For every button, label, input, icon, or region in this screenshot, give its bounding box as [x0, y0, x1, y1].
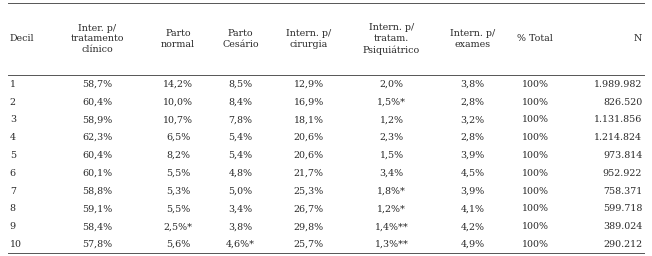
Text: 5,5%: 5,5% — [166, 169, 190, 178]
Text: 8,5%: 8,5% — [228, 80, 252, 89]
Text: 1,5%: 1,5% — [379, 151, 404, 160]
Text: 1,5%*: 1,5%* — [377, 98, 406, 106]
Text: 100%: 100% — [522, 187, 549, 196]
Text: 5,3%: 5,3% — [166, 187, 190, 196]
Text: 4,2%: 4,2% — [461, 222, 484, 231]
Text: 4,5%: 4,5% — [460, 169, 484, 178]
Text: 58,8%: 58,8% — [83, 187, 113, 196]
Text: 25,3%: 25,3% — [293, 187, 324, 196]
Text: 100%: 100% — [522, 222, 549, 231]
Text: 10,0%: 10,0% — [163, 98, 193, 106]
Text: 3: 3 — [10, 115, 16, 124]
Text: 20,6%: 20,6% — [293, 151, 324, 160]
Text: 100%: 100% — [522, 204, 549, 214]
Text: 59,1%: 59,1% — [82, 204, 113, 214]
Text: 9: 9 — [10, 222, 16, 231]
Text: 26,7%: 26,7% — [293, 204, 324, 214]
Text: Intern. p/
tratam.
Psiquiátrico: Intern. p/ tratam. Psiquiátrico — [363, 23, 421, 55]
Text: 6: 6 — [10, 169, 16, 178]
Text: 1.131.856: 1.131.856 — [594, 115, 642, 124]
Text: 100%: 100% — [522, 133, 549, 142]
Text: 3,9%: 3,9% — [460, 187, 485, 196]
Text: 8,4%: 8,4% — [228, 98, 252, 106]
Text: 3,8%: 3,8% — [228, 222, 252, 231]
Text: 2,3%: 2,3% — [379, 133, 404, 142]
Text: 4,6%*: 4,6%* — [226, 240, 255, 249]
Text: 1: 1 — [10, 80, 16, 89]
Text: 6,5%: 6,5% — [166, 133, 190, 142]
Text: 3,2%: 3,2% — [460, 115, 484, 124]
Text: 8: 8 — [10, 204, 16, 214]
Text: 21,7%: 21,7% — [293, 169, 323, 178]
Text: 100%: 100% — [522, 80, 549, 89]
Text: 7: 7 — [10, 187, 16, 196]
Text: 10: 10 — [10, 240, 22, 249]
Text: 5,0%: 5,0% — [228, 187, 252, 196]
Text: 58,9%: 58,9% — [82, 115, 113, 124]
Text: Parto
Cesário: Parto Cesário — [222, 29, 259, 49]
Text: 1,3%**: 1,3%** — [375, 240, 409, 249]
Text: 1,8%*: 1,8%* — [377, 187, 406, 196]
Text: 4,8%: 4,8% — [228, 169, 252, 178]
Text: 2,8%: 2,8% — [461, 133, 484, 142]
Text: 100%: 100% — [522, 98, 549, 106]
Text: 3,8%: 3,8% — [460, 80, 484, 89]
Text: 3,4%: 3,4% — [379, 169, 404, 178]
Text: 60,4%: 60,4% — [83, 98, 113, 106]
Text: 599.718: 599.718 — [603, 204, 642, 214]
Text: 4,1%: 4,1% — [461, 204, 484, 214]
Text: 3,4%: 3,4% — [228, 204, 252, 214]
Text: 25,7%: 25,7% — [293, 240, 324, 249]
Text: 5,5%: 5,5% — [166, 204, 190, 214]
Text: 58,4%: 58,4% — [83, 222, 113, 231]
Text: 1,4%**: 1,4%** — [375, 222, 408, 231]
Text: 5,4%: 5,4% — [228, 151, 252, 160]
Text: 290.212: 290.212 — [603, 240, 642, 249]
Text: 2,5%*: 2,5%* — [164, 222, 193, 231]
Text: 3,9%: 3,9% — [460, 151, 485, 160]
Text: 2: 2 — [10, 98, 16, 106]
Text: 29,8%: 29,8% — [293, 222, 324, 231]
Text: 5,6%: 5,6% — [166, 240, 190, 249]
Text: % Total: % Total — [517, 35, 553, 44]
Text: 100%: 100% — [522, 240, 549, 249]
Text: 758.371: 758.371 — [603, 187, 642, 196]
Text: 100%: 100% — [522, 151, 549, 160]
Text: 1,2%: 1,2% — [379, 115, 404, 124]
Text: 5,4%: 5,4% — [228, 133, 252, 142]
Text: 100%: 100% — [522, 115, 549, 124]
Text: 60,4%: 60,4% — [83, 151, 113, 160]
Text: 100%: 100% — [522, 169, 549, 178]
Text: 5: 5 — [10, 151, 16, 160]
Text: 973.814: 973.814 — [603, 151, 642, 160]
Text: N: N — [634, 35, 642, 44]
Text: 18,1%: 18,1% — [293, 115, 323, 124]
Text: Decil: Decil — [10, 35, 35, 44]
Text: 826.520: 826.520 — [603, 98, 642, 106]
Text: Inter. p/
tratamento
clínico: Inter. p/ tratamento clínico — [71, 24, 125, 54]
Text: 7,8%: 7,8% — [228, 115, 252, 124]
Text: 4,9%: 4,9% — [460, 240, 484, 249]
Text: 60,1%: 60,1% — [83, 169, 113, 178]
Text: 1.989.982: 1.989.982 — [594, 80, 642, 89]
Text: 8,2%: 8,2% — [166, 151, 190, 160]
Text: 2,8%: 2,8% — [461, 98, 484, 106]
Text: 2,0%: 2,0% — [379, 80, 404, 89]
Text: 1.214.824: 1.214.824 — [594, 133, 642, 142]
Text: 389.024: 389.024 — [603, 222, 642, 231]
Text: 1,2%*: 1,2%* — [377, 204, 406, 214]
Text: Intern. p/
exames: Intern. p/ exames — [450, 29, 496, 49]
Text: 20,6%: 20,6% — [293, 133, 324, 142]
Text: 58,7%: 58,7% — [83, 80, 113, 89]
Text: 12,9%: 12,9% — [293, 80, 324, 89]
Text: 952.922: 952.922 — [603, 169, 642, 178]
Text: 62,3%: 62,3% — [82, 133, 113, 142]
Text: 57,8%: 57,8% — [83, 240, 113, 249]
Text: 16,9%: 16,9% — [293, 98, 324, 106]
Text: 14,2%: 14,2% — [163, 80, 193, 89]
Text: 10,7%: 10,7% — [163, 115, 193, 124]
Text: Intern. p/
cirurgia: Intern. p/ cirurgia — [286, 29, 331, 49]
Text: Parto
normal: Parto normal — [161, 29, 196, 49]
Text: 4: 4 — [10, 133, 16, 142]
